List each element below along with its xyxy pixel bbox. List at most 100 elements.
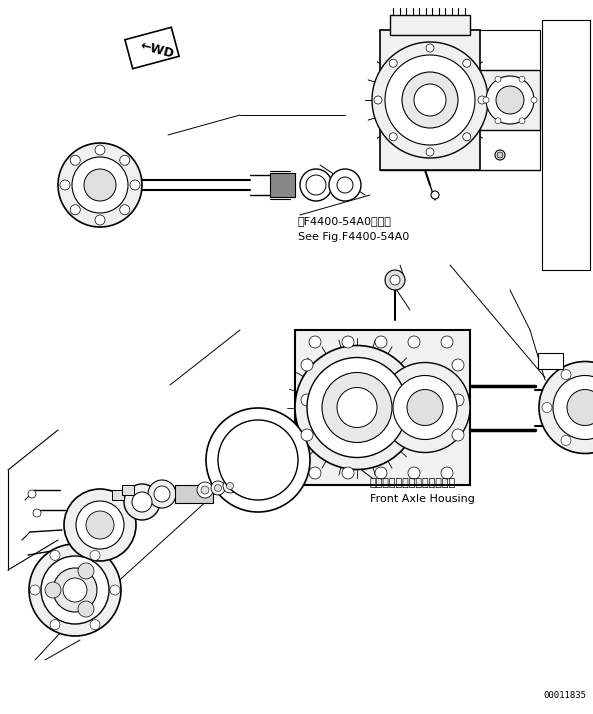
Circle shape	[441, 336, 453, 348]
Polygon shape	[125, 27, 179, 69]
Bar	[380, 30, 480, 170]
Circle shape	[431, 191, 439, 199]
Circle shape	[90, 550, 100, 560]
Circle shape	[426, 44, 434, 52]
Circle shape	[389, 59, 397, 67]
Circle shape	[463, 59, 471, 67]
Circle shape	[452, 394, 464, 406]
Circle shape	[50, 620, 60, 630]
Circle shape	[322, 373, 392, 443]
Text: See Fig.F4400-54A0: See Fig.F4400-54A0	[298, 232, 409, 242]
Circle shape	[300, 169, 332, 201]
Circle shape	[486, 76, 534, 124]
Circle shape	[124, 484, 160, 520]
Bar	[390, 15, 470, 35]
Circle shape	[426, 148, 434, 156]
Circle shape	[30, 585, 40, 595]
Circle shape	[63, 578, 87, 602]
Bar	[270, 173, 295, 197]
Circle shape	[385, 270, 405, 290]
Circle shape	[86, 511, 114, 539]
Circle shape	[70, 205, 80, 215]
Circle shape	[441, 467, 453, 479]
Circle shape	[223, 479, 237, 493]
Bar	[112, 490, 124, 500]
Circle shape	[41, 556, 109, 624]
Circle shape	[76, 501, 124, 549]
Circle shape	[295, 346, 419, 470]
Circle shape	[110, 585, 120, 595]
Circle shape	[29, 544, 121, 636]
Circle shape	[28, 490, 36, 498]
Circle shape	[197, 482, 213, 498]
Circle shape	[393, 376, 457, 440]
Circle shape	[33, 509, 41, 517]
Circle shape	[309, 336, 321, 348]
Circle shape	[561, 370, 571, 380]
Circle shape	[78, 563, 94, 579]
Circle shape	[45, 582, 61, 598]
Circle shape	[478, 96, 486, 104]
Text: ←WD: ←WD	[139, 39, 176, 61]
Circle shape	[495, 150, 505, 160]
Circle shape	[120, 155, 130, 165]
Bar	[480, 70, 540, 130]
Circle shape	[90, 620, 100, 630]
Circle shape	[206, 408, 310, 512]
Circle shape	[342, 336, 354, 348]
Circle shape	[385, 55, 475, 145]
Circle shape	[561, 436, 571, 446]
Circle shape	[70, 155, 80, 165]
Circle shape	[95, 215, 105, 225]
Circle shape	[380, 363, 470, 453]
Circle shape	[567, 390, 593, 426]
Circle shape	[78, 601, 94, 617]
Circle shape	[58, 143, 142, 227]
Circle shape	[307, 358, 407, 458]
Circle shape	[342, 467, 354, 479]
Circle shape	[215, 485, 222, 491]
Circle shape	[60, 180, 70, 190]
Circle shape	[148, 480, 176, 508]
Circle shape	[375, 336, 387, 348]
Circle shape	[329, 169, 361, 201]
Circle shape	[408, 336, 420, 348]
Circle shape	[201, 486, 209, 494]
Circle shape	[50, 550, 60, 560]
Circle shape	[374, 96, 382, 104]
Circle shape	[120, 205, 130, 215]
Circle shape	[414, 84, 446, 116]
Bar	[175, 485, 213, 503]
Bar	[538, 353, 563, 368]
Circle shape	[531, 97, 537, 103]
Circle shape	[337, 388, 377, 428]
Circle shape	[519, 118, 525, 124]
Circle shape	[309, 467, 321, 479]
Circle shape	[389, 133, 397, 141]
Circle shape	[519, 76, 525, 82]
Circle shape	[497, 152, 503, 158]
Circle shape	[402, 72, 458, 128]
Bar	[122, 485, 134, 495]
Circle shape	[463, 133, 471, 141]
Circle shape	[408, 467, 420, 479]
Circle shape	[542, 403, 552, 413]
Circle shape	[539, 361, 593, 453]
Circle shape	[84, 169, 116, 201]
Circle shape	[306, 175, 326, 195]
Circle shape	[337, 177, 353, 193]
Circle shape	[495, 76, 501, 82]
Text: 第F4400-54A0图参照: 第F4400-54A0图参照	[298, 216, 392, 226]
Circle shape	[496, 86, 524, 114]
Circle shape	[301, 394, 313, 406]
Circle shape	[407, 390, 443, 426]
Circle shape	[218, 420, 298, 500]
Circle shape	[553, 376, 593, 440]
Circle shape	[154, 486, 170, 502]
Bar	[295, 330, 470, 485]
Circle shape	[132, 492, 152, 512]
Circle shape	[53, 568, 97, 612]
Circle shape	[301, 429, 313, 441]
Text: 00011835: 00011835	[543, 691, 586, 700]
Text: Front Axle Housing: Front Axle Housing	[370, 494, 475, 504]
